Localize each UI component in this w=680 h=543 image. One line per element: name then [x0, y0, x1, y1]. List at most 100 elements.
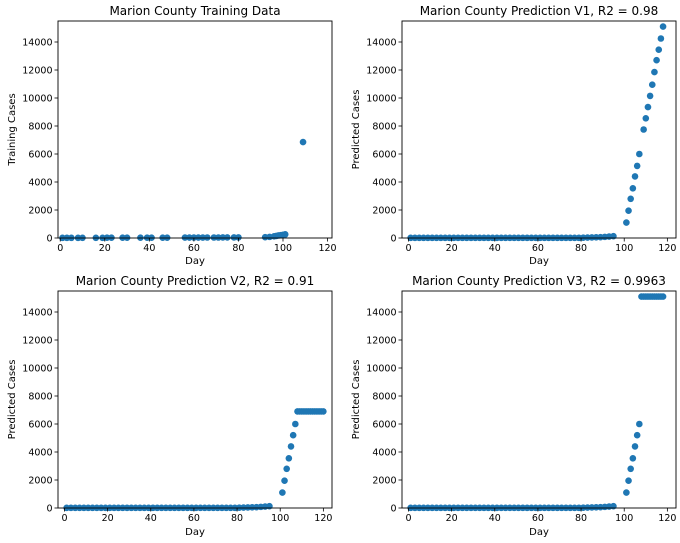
- x-tick-label: 80: [231, 513, 243, 524]
- plot-frame: [57, 290, 333, 509]
- data-point: [640, 126, 647, 133]
- data-point: [281, 231, 289, 238]
- x-tick-label: 0: [405, 243, 411, 254]
- data-point: [644, 103, 652, 111]
- y-axis-label: Training Cases: [7, 93, 18, 166]
- data-point: [610, 502, 617, 510]
- subplot-prediction-v2: Marion County Prediction V2, R2 = 0.91 D…: [7, 274, 333, 538]
- y-tick-label: 4000: [372, 448, 396, 459]
- x-tick-label: 40: [489, 243, 501, 254]
- y-tick-label: 8000: [28, 392, 52, 403]
- data-point: [203, 234, 211, 241]
- x-tick-label: 120: [314, 513, 332, 524]
- subplot-prediction-v1: Marion County Prediction V1, R2 = 0.98 D…: [351, 4, 677, 267]
- y-tick-label: 0: [390, 234, 396, 245]
- x-tick-label: 100: [615, 513, 633, 524]
- x-tick-label: 80: [575, 243, 587, 254]
- data-point: [651, 68, 658, 76]
- subplot-prediction-v3: Marion County Prediction V3, R2 = 0.9963…: [351, 274, 677, 538]
- data-point: [631, 173, 639, 180]
- y-tick-label: 14000: [366, 308, 396, 319]
- x-tick-label: 20: [446, 513, 458, 524]
- data-point: [633, 431, 641, 439]
- y-tick-label: 8000: [28, 122, 52, 133]
- data-point: [627, 195, 634, 203]
- y-tick-label: 14000: [366, 38, 396, 49]
- data-point: [224, 234, 231, 241]
- data-point: [653, 56, 660, 64]
- x-tick-label: 80: [232, 243, 244, 254]
- y-tick-label: 12000: [366, 66, 396, 77]
- subplot-title: Marion County Training Data: [109, 4, 280, 18]
- y-tick-label: 4000: [28, 178, 52, 189]
- y-tick-label: 4000: [28, 448, 52, 459]
- data-point: [623, 219, 630, 226]
- y-tick-label: 6000: [372, 150, 396, 161]
- data-point: [636, 420, 643, 428]
- x-axis-label: Day: [185, 527, 205, 538]
- x-tick-label: 40: [143, 243, 155, 254]
- y-tick-label: 8000: [372, 392, 396, 403]
- data-point: [625, 477, 632, 485]
- y-tick-label: 12000: [366, 336, 396, 347]
- subplot-training-data: Marion County Training Data Day Training…: [7, 4, 337, 267]
- y-tick-label: 0: [46, 504, 52, 515]
- y-tick-label: 6000: [28, 420, 52, 431]
- y-tick-label: 10000: [22, 94, 52, 105]
- x-tick-label: 120: [658, 243, 676, 254]
- y-tick-label: 2000: [372, 476, 396, 487]
- x-axis-label: Day: [529, 527, 549, 538]
- y-axis-label: Predicted Cases: [351, 360, 362, 440]
- y-tick-label: 12000: [22, 66, 52, 77]
- x-tick-label: 120: [658, 513, 676, 524]
- y-tick-label: 10000: [22, 364, 52, 375]
- x-tick-label: 40: [489, 513, 501, 524]
- data-point: [655, 46, 663, 53]
- x-tick-label: 0: [405, 513, 411, 524]
- x-tick-label: 100: [615, 243, 633, 254]
- data-point: [283, 465, 290, 473]
- data-point: [289, 431, 297, 439]
- y-tick-label: 10000: [366, 94, 396, 105]
- data-point: [281, 477, 288, 485]
- plot-frame: [401, 20, 677, 239]
- data-point: [629, 185, 637, 192]
- data-point: [657, 35, 665, 42]
- y-tick-label: 14000: [22, 308, 52, 319]
- x-tick-label: 0: [61, 513, 67, 524]
- x-axis-label: Day: [529, 256, 549, 267]
- y-tick-label: 12000: [22, 336, 52, 347]
- x-tick-label: 20: [102, 513, 114, 524]
- x-tick-label: 80: [575, 513, 587, 524]
- plot-frame: [401, 290, 677, 509]
- data-point: [636, 150, 643, 158]
- data-point: [627, 465, 634, 473]
- x-tick-label: 120: [318, 243, 336, 254]
- y-tick-label: 6000: [372, 420, 396, 431]
- data-point: [266, 502, 273, 510]
- data-point: [648, 81, 656, 88]
- y-tick-label: 8000: [372, 122, 396, 133]
- subplot-title: Marion County Prediction V3, R2 = 0.9963: [412, 274, 666, 288]
- data-point: [625, 207, 632, 214]
- x-tick-label: 60: [188, 513, 200, 524]
- x-axis-label: Day: [185, 256, 205, 267]
- data-point: [646, 92, 654, 100]
- y-tick-label: 0: [46, 234, 52, 245]
- y-tick-label: 10000: [366, 364, 396, 375]
- x-tick-label: 60: [532, 243, 544, 254]
- data-point: [292, 420, 299, 428]
- data-point: [631, 443, 639, 450]
- data-point: [320, 408, 327, 415]
- data-point: [623, 489, 630, 496]
- data-point: [659, 293, 667, 300]
- y-tick-label: 6000: [28, 150, 52, 161]
- data-point: [287, 443, 295, 450]
- data-point: [285, 455, 293, 462]
- x-tick-label: 100: [271, 513, 289, 524]
- y-axis-label: Predicted Cases: [7, 360, 18, 440]
- plot-frame: [57, 20, 333, 239]
- data-point: [235, 234, 242, 241]
- y-tick-label: 4000: [372, 178, 396, 189]
